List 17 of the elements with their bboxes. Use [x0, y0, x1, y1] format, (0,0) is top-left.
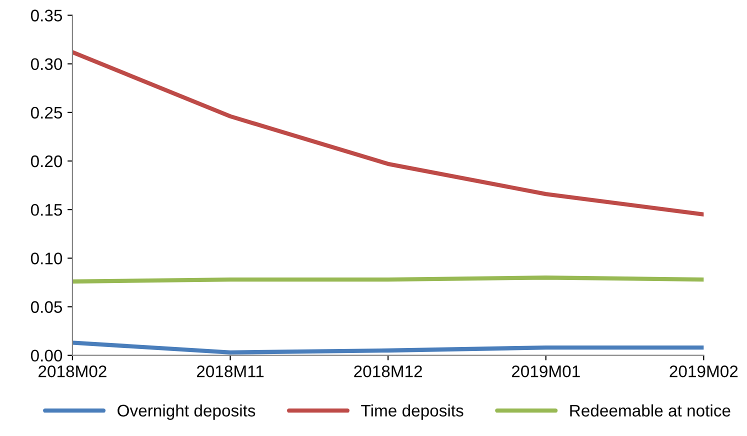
y-tick-label: 0.25 [30, 106, 62, 119]
x-tick-label: 2019M02 [670, 366, 738, 378]
y-tick-label: 0.20 [30, 155, 62, 168]
y-tick-label: 0.10 [30, 252, 62, 264]
y-tick-label: 0.35 [30, 10, 62, 22]
x-tick-label: 2018M11 [196, 366, 264, 378]
line-series [72, 50, 704, 217]
legend-label: Time deposits [361, 404, 464, 420]
y-tick-label: 0.00 [30, 350, 62, 362]
legend-label: Overnight deposits [118, 404, 256, 420]
legend-label: Redeemable at notice [570, 404, 730, 417]
x-tick-label: 2018M02 [38, 366, 106, 378]
y-tick-label: 0.15 [30, 204, 62, 216]
y-tick-label: 0.05 [30, 301, 62, 313]
y-tick-label: 0.30 [30, 58, 62, 70]
x-tick-label: 2018M12 [354, 366, 422, 378]
x-tick-label: 2019M01 [512, 366, 580, 378]
